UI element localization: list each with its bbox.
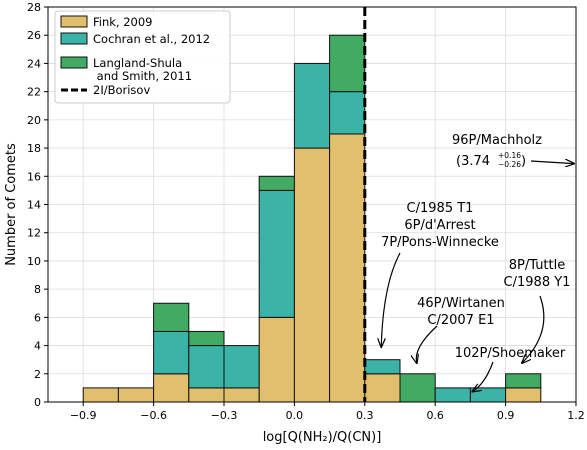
x-axis-label: log[Q(NH₂)/Q(CN)] <box>263 430 382 445</box>
annotation-tuttle-label: C/1988 Y1 <box>504 275 571 290</box>
bar-segment-3 <box>505 373 542 389</box>
x-tick-label: 0.3 <box>356 409 374 422</box>
bar-segment-2 <box>223 345 260 389</box>
legend-swatch-3 <box>60 56 88 69</box>
y-tick-label: 4 <box>34 340 41 353</box>
annotation-machholz-close: ) <box>521 154 526 169</box>
bar-segment-3 <box>188 330 225 347</box>
annotation-machholz-label: 96P/Machholz <box>452 133 542 148</box>
bar-segment-1 <box>364 373 401 403</box>
annotations: 96P/Machholz (3.74 +0.16−0.26) C/1985 T1 6P/… <box>381 133 574 392</box>
y-tick-label: 20 <box>27 114 41 127</box>
axis-ticks: −0.9 −0.6 −0.3 0.0 0.3 0.6 0.9 1.20246810121416… <box>27 1 585 422</box>
legend: Fink, 2009 Cochran et al., 2012 Langland-S… <box>54 10 231 104</box>
bar-segment-1 <box>82 387 119 403</box>
y-tick-label: 10 <box>27 255 41 268</box>
annotation-wirtanen-arrow <box>416 325 438 363</box>
bar-segment-1 <box>117 387 155 403</box>
annotation-wirtanen-label: 46P/Wirtanen <box>417 296 505 311</box>
bar-segment-2 <box>188 345 225 389</box>
y-tick-label: 28 <box>27 1 41 14</box>
bar-segment-3 <box>258 175 295 191</box>
annotation-machholz-value: (3.74 <box>456 154 490 169</box>
y-tick-label: 0 <box>34 396 41 409</box>
legend-label-3: and Smith, 2011 <box>93 69 192 83</box>
annotation-group-label: 7P/Pons-Winnecke <box>381 235 499 250</box>
y-tick-label: 8 <box>34 283 41 296</box>
bar-segment-2 <box>258 189 295 318</box>
annotation-shoemaker-label: 102P/Shoemaker <box>455 346 566 361</box>
annotation-machholz-upper: +0.16 <box>498 151 521 160</box>
bar-segment-1 <box>153 373 190 403</box>
bar-segment-2 <box>329 91 366 135</box>
x-tick-label: −0.6 <box>140 409 167 422</box>
bar-segment-2 <box>434 387 471 403</box>
annotation-tuttle-label: 8P/Tuttle <box>509 258 566 273</box>
annotation-tuttle-arrow <box>522 295 545 363</box>
y-axis-label: Number of Comets <box>4 143 19 266</box>
bar-segment-1 <box>223 387 260 403</box>
bar-segment-3 <box>399 373 436 403</box>
annotation-group-arrow <box>381 252 401 347</box>
bar-segment-2 <box>293 62 331 149</box>
y-tick-label: 26 <box>27 29 41 42</box>
bar-segment-2 <box>364 359 401 375</box>
y-tick-label: 24 <box>27 57 41 70</box>
y-tick-label: 16 <box>27 170 41 183</box>
bar-segment-2 <box>153 330 190 375</box>
annotation-group-label: C/1985 T1 <box>407 201 474 216</box>
y-tick-label: 6 <box>34 311 41 324</box>
legend-swatch-1 <box>60 15 88 28</box>
bar-segment-1 <box>293 147 331 403</box>
bar-segment-3 <box>153 302 190 332</box>
y-tick-label: 22 <box>27 86 41 99</box>
x-tick-label: −0.3 <box>211 409 238 422</box>
annotation-machholz-lower: −0.26 <box>498 160 521 169</box>
x-tick-label: 0.0 <box>286 409 304 422</box>
y-tick-label: 12 <box>27 227 41 240</box>
bar-segment-1 <box>505 387 542 403</box>
bar-segment-3 <box>329 34 366 93</box>
y-tick-label: 18 <box>27 142 41 155</box>
legend-label-1: Fink, 2009 <box>93 15 153 29</box>
legend-label-3: Langland-Shula <box>93 56 182 70</box>
bar-segment-1 <box>258 316 295 403</box>
annotation-group-label: 6P/d'Arrest <box>404 218 475 233</box>
x-tick-label: 0.9 <box>497 409 515 422</box>
legend-label-vline: 2I/Borisov <box>93 83 150 97</box>
legend-box <box>54 10 231 104</box>
legend-label-2: Cochran et al., 2012 <box>93 32 210 46</box>
y-tick-label: 14 <box>27 199 41 212</box>
y-tick-label: 2 <box>34 368 41 381</box>
x-tick-label: 1.2 <box>567 409 585 422</box>
x-tick-label: −0.9 <box>70 409 97 422</box>
bar-segment-1 <box>329 133 366 403</box>
bar-segment-1 <box>188 387 225 403</box>
x-tick-label: 0.6 <box>426 409 444 422</box>
annotation-shoemaker-arrow <box>472 361 494 392</box>
annotation-machholz-arrow <box>530 161 574 164</box>
annotation-wirtanen-label: C/2007 E1 <box>427 313 494 328</box>
legend-swatch-2 <box>60 32 88 45</box>
